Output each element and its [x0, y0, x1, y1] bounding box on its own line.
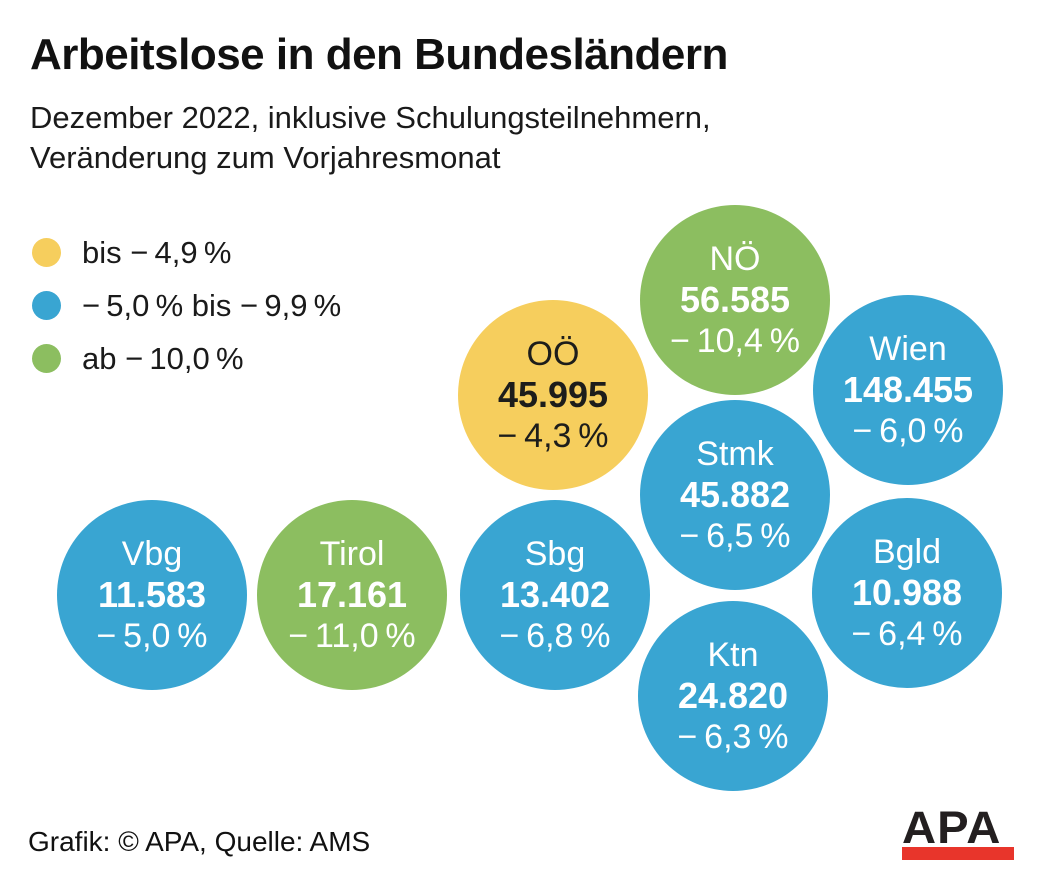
- value-label: 45.882: [679, 473, 791, 515]
- subtitle: Dezember 2022, inklusive Schulungsteilne…: [30, 98, 711, 178]
- region-label: Wien: [869, 329, 947, 368]
- value-label: 13.402: [499, 573, 611, 615]
- change-label: − 5,0 %: [96, 617, 208, 656]
- value-label: 45.995: [497, 373, 609, 415]
- apa-logo: APA: [902, 805, 1016, 860]
- change-label: − 6,3 %: [677, 718, 789, 757]
- legend-label: bis − 4,9 %: [82, 234, 232, 270]
- change-label: − 11,0 %: [288, 617, 416, 656]
- legend-item-yellow: bis − 4,9 %: [32, 226, 341, 279]
- source-credit: Grafik: © APA, Quelle: AMS: [28, 826, 371, 857]
- region-label: Sbg: [524, 534, 586, 573]
- change-label: − 6,4 %: [851, 615, 963, 654]
- bubble-wien: Wien 148.455 − 6,0 %: [813, 295, 1003, 485]
- legend-item-blue: − 5,0 % bis − 9,9 %: [32, 279, 341, 332]
- change-label: − 10,4 %: [670, 322, 800, 361]
- apa-logo-red-bar: [902, 847, 1014, 860]
- value-label: 17.161: [296, 573, 408, 615]
- change-label: − 6,5 %: [679, 517, 791, 556]
- legend-label: − 5,0 % bis − 9,9 %: [82, 287, 342, 323]
- bubble-burgenland: Bgld 10.988 − 6,4 %: [812, 498, 1002, 688]
- region-label: Bgld: [872, 532, 942, 571]
- subtitle-line-1: Dezember 2022, inklusive Schulungsteilne…: [30, 100, 711, 135]
- legend: bis − 4,9 % − 5,0 % bis − 9,9 % ab − 10,…: [32, 226, 341, 385]
- change-label: − 6,8 %: [499, 617, 611, 656]
- legend-dot-green-icon: [32, 344, 61, 373]
- legend-label: ab − 10,0 %: [82, 340, 244, 376]
- region-label: Vbg: [121, 534, 183, 573]
- change-label: − 4,3 %: [497, 417, 609, 456]
- value-label: 24.820: [677, 674, 789, 716]
- region-label: Ktn: [707, 635, 759, 674]
- bubble-steiermark: Stmk 45.882 − 6,5 %: [640, 400, 830, 590]
- value-label: 11.583: [97, 573, 207, 615]
- region-label: NÖ: [709, 239, 761, 278]
- bubble-oberoesterreich: OÖ 45.995 − 4,3 %: [458, 300, 648, 490]
- bubble-kaernten: Ktn 24.820 − 6,3 %: [638, 601, 828, 791]
- value-label: 148.455: [842, 368, 974, 410]
- bubble-niederoesterreich: NÖ 56.585 − 10,4 %: [640, 205, 830, 395]
- bubble-vorarlberg: Vbg 11.583 − 5,0 %: [57, 500, 247, 690]
- page-title: Arbeitslose in den Bundesländern: [30, 30, 728, 79]
- value-label: 10.988: [851, 571, 963, 613]
- change-label: − 6,0 %: [852, 412, 964, 451]
- region-label: OÖ: [526, 334, 580, 373]
- legend-dot-blue-icon: [32, 291, 61, 320]
- legend-dot-yellow-icon: [32, 238, 61, 267]
- bubble-salzburg: Sbg 13.402 − 6,8 %: [460, 500, 650, 690]
- bubble-tirol: Tirol 17.161 − 11,0 %: [257, 500, 447, 690]
- apa-logo-text: APA: [902, 802, 1002, 853]
- region-label: Tirol: [319, 534, 385, 573]
- subtitle-line-2: Veränderung zum Vorjahresmonat: [30, 140, 501, 175]
- legend-item-green: ab − 10,0 %: [32, 332, 341, 385]
- region-label: Stmk: [696, 434, 774, 473]
- value-label: 56.585: [679, 278, 791, 320]
